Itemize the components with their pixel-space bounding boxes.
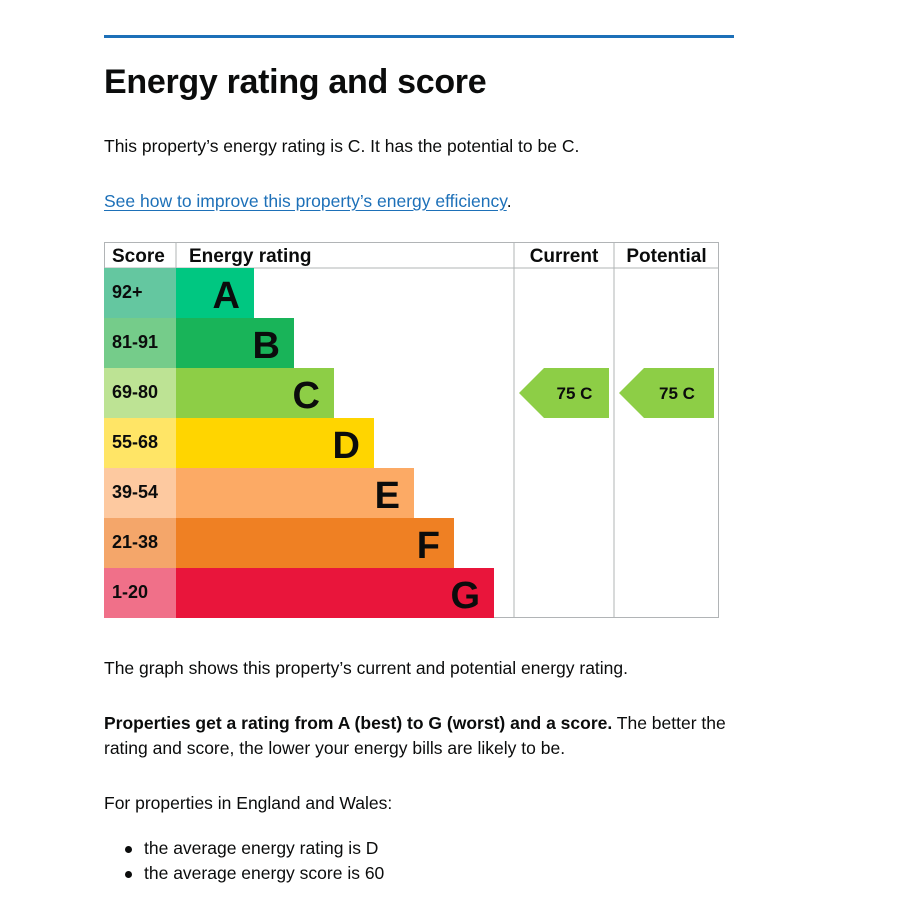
potential-rating-label: 75 C [659, 384, 695, 403]
rating-letter-b: B [253, 325, 280, 367]
rating-letter-g: G [450, 575, 480, 617]
energy-rating-chart: Score Energy rating Current Potential 92+ A 81… [104, 242, 719, 618]
improve-link-paragraph: See how to improve this property’s energ… [104, 189, 512, 214]
header-score: Score [112, 246, 165, 267]
link-suffix: . [506, 191, 512, 211]
rating-bar-d [176, 418, 374, 468]
header-potential: Potential [626, 246, 706, 267]
rating-info-bold: Properties get a rating from A (best) to… [104, 713, 613, 733]
rating-bar-b [176, 318, 294, 368]
score-range-a: 92+ [112, 282, 143, 302]
score-range-b: 81-91 [112, 332, 158, 352]
rating-letter-f: F [417, 525, 440, 567]
score-range-g: 1-20 [112, 582, 148, 602]
score-cell-g [104, 568, 176, 618]
rating-letter-e: E [375, 475, 400, 517]
improve-efficiency-link[interactable]: See how to improve this property’s energ… [104, 191, 507, 211]
page-title: Energy rating and score [104, 63, 487, 101]
rating-letter-a: A [213, 275, 240, 317]
score-cell-d [104, 418, 176, 468]
score-range-c: 69-80 [112, 382, 158, 402]
score-range-d: 55-68 [112, 432, 158, 452]
averages-intro: For properties in England and Wales: [104, 793, 393, 813]
rating-bar-f [176, 518, 454, 568]
rating-bar-g [176, 568, 494, 618]
rating-info-rest: The better the rating and score, the low… [104, 713, 726, 758]
list-item: the average energy score is 60 [124, 861, 384, 886]
score-cell-c [104, 368, 176, 418]
header-energy-rating: Energy rating [189, 246, 311, 267]
graph-caption: The graph shows this property’s current … [104, 658, 629, 678]
energy-rating-section: Energy rating and score This property’s … [104, 35, 734, 883]
header-current: Current [530, 246, 599, 267]
section-rule [104, 35, 734, 38]
score-cell-b [104, 318, 176, 368]
score-range-f: 21-38 [112, 532, 158, 552]
current-rating-arrow [519, 368, 609, 418]
rating-letter-c: C [293, 375, 320, 417]
current-rating-label: 75 C [557, 384, 593, 403]
list-item: the average energy rating is D [124, 836, 384, 861]
score-cell-e [104, 468, 176, 518]
score-cell-a [104, 268, 176, 318]
rating-summary: This property’s energy rating is C. It h… [104, 136, 580, 156]
score-range-e: 39-54 [112, 482, 158, 502]
rating-bar-a [176, 268, 254, 318]
rating-info: Properties get a rating from A (best) to… [104, 711, 734, 761]
averages-list: the average energy rating is D the avera… [124, 836, 384, 886]
rating-letter-d: D [333, 425, 360, 467]
rating-bar-e [176, 468, 414, 518]
potential-rating-arrow [619, 368, 714, 418]
rating-bar-c [176, 368, 334, 418]
score-cell-f [104, 518, 176, 568]
